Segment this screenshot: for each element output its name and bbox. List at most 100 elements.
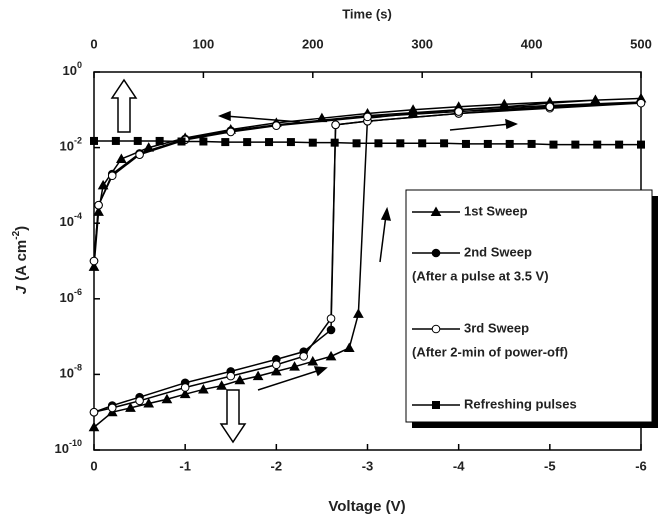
marker xyxy=(286,138,295,147)
marker xyxy=(636,98,646,108)
marker xyxy=(272,121,281,130)
marker xyxy=(216,380,227,390)
y-tick-label: 10-2 xyxy=(60,136,82,154)
x2-tick-label: 300 xyxy=(411,36,433,51)
marker xyxy=(396,139,405,148)
y-tick-label: 10-6 xyxy=(60,287,82,305)
marker xyxy=(177,137,186,146)
marker xyxy=(243,138,252,147)
marker xyxy=(107,171,117,181)
up-arrow xyxy=(110,78,138,133)
y-tick-base: 10 xyxy=(60,215,74,230)
x-tick-label: -3 xyxy=(362,458,374,473)
y-axis-title: J (A cm-2) xyxy=(11,226,30,294)
marker xyxy=(353,308,364,318)
marker xyxy=(179,388,191,399)
marker xyxy=(352,139,361,148)
y-tick-exponent: -8 xyxy=(74,363,82,373)
x2-tick-label: 200 xyxy=(302,36,324,51)
x-tick-label: -5 xyxy=(544,458,556,473)
y-symbol: J xyxy=(13,285,30,294)
marker xyxy=(325,350,337,361)
legend-label: Refreshing pulses xyxy=(464,396,577,411)
legend-label: 3rd Sweep xyxy=(464,320,529,335)
marker xyxy=(299,352,308,361)
down-arrow xyxy=(219,389,247,444)
x-tick-label: -1 xyxy=(179,458,191,473)
legend-note: (After a pulse at 3.5 V) xyxy=(412,268,549,283)
marker xyxy=(199,137,208,146)
marker xyxy=(330,138,339,147)
y-tick-base: 10 xyxy=(55,441,69,456)
marker xyxy=(431,248,441,258)
marker xyxy=(483,139,492,148)
x-tick-label: -4 xyxy=(453,458,465,473)
y-tick-base: 10 xyxy=(63,63,77,78)
marker xyxy=(326,325,336,335)
marker xyxy=(221,138,230,147)
marker xyxy=(307,355,319,366)
marker xyxy=(549,140,558,149)
marker xyxy=(615,140,624,149)
x2-tick-label: 500 xyxy=(630,36,652,51)
marker xyxy=(571,140,580,149)
marker xyxy=(418,139,427,148)
marker xyxy=(135,150,144,159)
marker xyxy=(343,342,355,352)
y-tick-exponent: -4 xyxy=(74,212,82,222)
marker xyxy=(270,365,282,376)
marker xyxy=(289,361,300,371)
marker xyxy=(363,112,372,122)
marker xyxy=(440,139,449,148)
marker xyxy=(161,393,173,404)
x2-tick-label: 100 xyxy=(193,36,215,51)
legend xyxy=(405,189,653,423)
marker xyxy=(331,120,340,130)
y-tick-label: 10-10 xyxy=(55,438,82,456)
marker xyxy=(265,138,274,147)
marker xyxy=(454,107,463,116)
legend-label: 1st Sweep xyxy=(464,203,528,218)
marker xyxy=(308,138,317,147)
marker xyxy=(431,324,441,334)
marker xyxy=(135,396,144,406)
x-tick-label: -6 xyxy=(635,458,647,473)
y-close: ) xyxy=(13,226,30,231)
sweep-arrows xyxy=(217,110,518,391)
y-tick-label: 10-4 xyxy=(60,212,82,230)
x2-tick-label: 0 xyxy=(90,36,97,51)
y-tick-exponent: 0 xyxy=(77,60,82,70)
marker xyxy=(88,421,100,432)
marker xyxy=(432,401,440,409)
marker xyxy=(115,153,127,163)
marker xyxy=(97,179,109,190)
marker xyxy=(88,261,100,271)
marker xyxy=(226,127,236,137)
marker xyxy=(89,256,99,266)
marker xyxy=(133,136,142,145)
marker xyxy=(505,139,514,148)
marker xyxy=(107,403,117,413)
y-tick-label: 100 xyxy=(63,60,82,78)
marker xyxy=(234,374,246,385)
y-tick-base: 10 xyxy=(60,290,74,305)
marker xyxy=(143,397,155,408)
x-tick-label: 0 xyxy=(90,458,97,473)
marker xyxy=(326,314,336,323)
marker xyxy=(198,383,209,394)
y-exponent: -2 xyxy=(11,230,22,239)
marker xyxy=(89,407,99,417)
y-tick-label: 10-8 xyxy=(60,363,82,381)
marker xyxy=(545,102,555,112)
marker xyxy=(226,371,236,381)
y-tick-exponent: -2 xyxy=(74,136,82,146)
y-tick-base: 10 xyxy=(60,139,74,154)
marker xyxy=(94,200,103,210)
marker xyxy=(593,140,602,149)
marker xyxy=(527,139,536,148)
y-unit: (A cm xyxy=(13,240,30,281)
y-tick-exponent: -10 xyxy=(69,438,82,448)
legend-label: 2nd Sweep xyxy=(464,244,532,259)
marker xyxy=(111,136,120,145)
